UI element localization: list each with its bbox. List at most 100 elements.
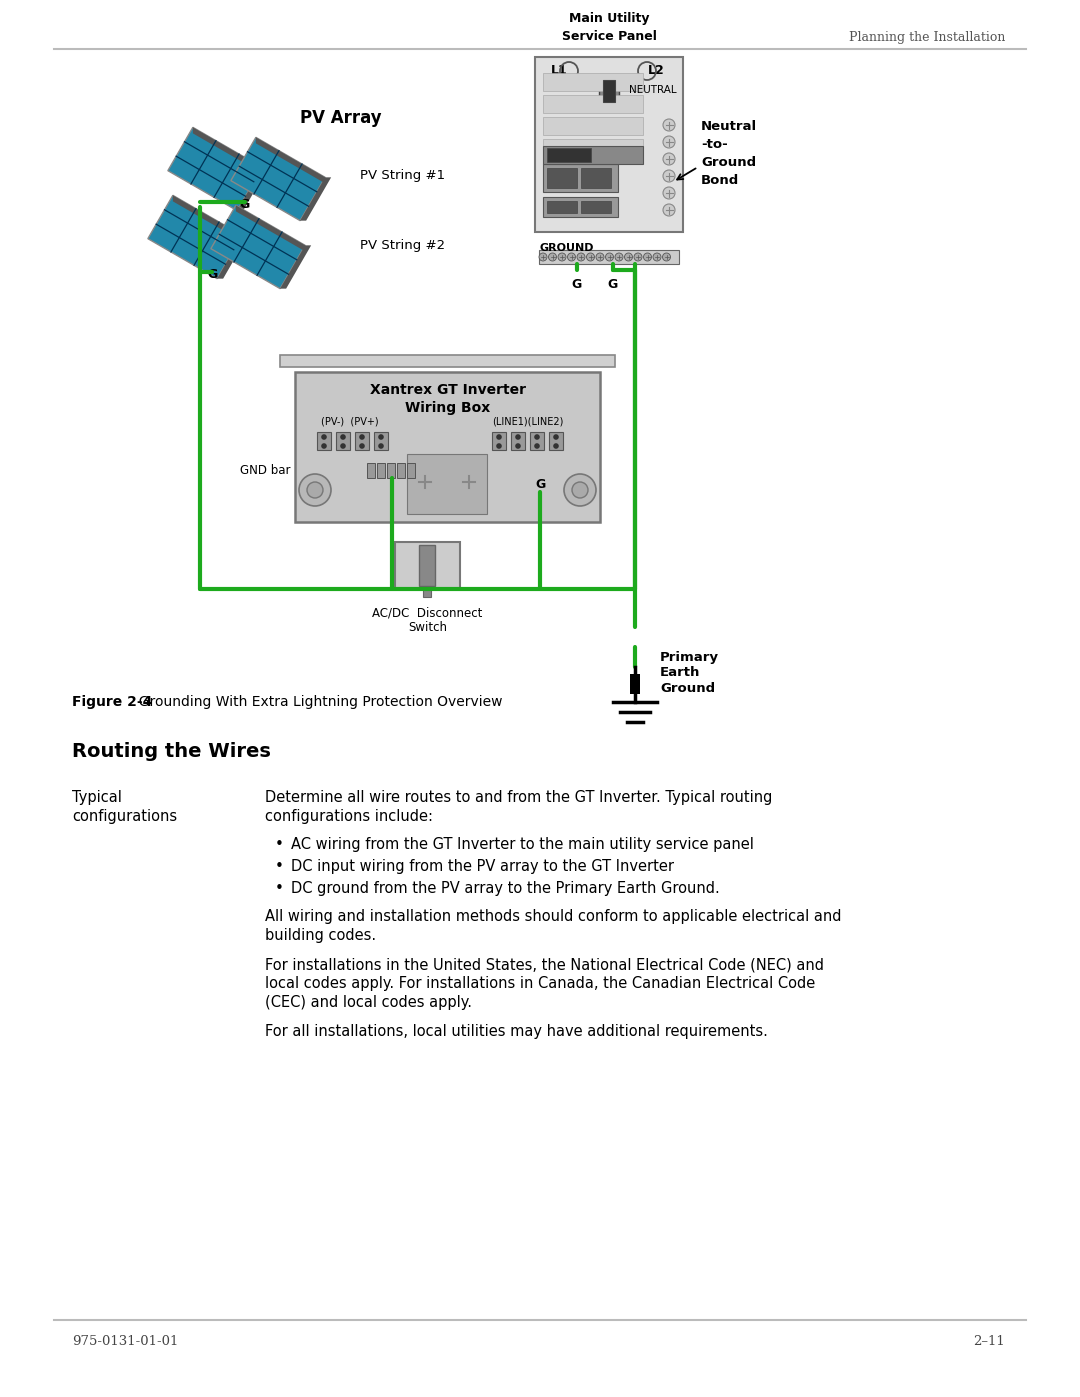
Bar	[407, 462, 415, 478]
Bar	[543, 197, 618, 217]
Text: GROUND: GROUND	[539, 243, 594, 253]
Text: Primary: Primary	[660, 651, 719, 664]
Text: PV String #1: PV String #1	[360, 169, 445, 182]
Circle shape	[663, 119, 675, 131]
Polygon shape	[238, 168, 268, 211]
Bar	[395, 542, 460, 590]
Bar	[543, 117, 643, 136]
Bar	[543, 147, 643, 163]
Text: Xantrex GT Inverter: Xantrex GT Inverter	[369, 383, 526, 397]
Polygon shape	[217, 235, 248, 278]
Bar	[336, 432, 350, 450]
Bar	[355, 432, 369, 450]
Text: L1: L1	[551, 64, 568, 77]
Text: Main Utility: Main Utility	[569, 13, 649, 25]
Bar	[535, 57, 683, 232]
Text: AC wiring from the GT Inverter to the main utility service panel: AC wiring from the GT Inverter to the ma…	[291, 837, 754, 852]
Text: G: G	[572, 278, 582, 291]
Text: (LINE1)(LINE2): (LINE1)(LINE2)	[492, 416, 564, 426]
Text: Switch: Switch	[408, 622, 447, 634]
Circle shape	[496, 434, 502, 440]
Bar	[630, 685, 640, 694]
Bar	[543, 163, 618, 191]
Bar	[318, 432, 330, 450]
Text: (CEC) and local codes apply.: (CEC) and local codes apply.	[265, 995, 472, 1010]
Bar	[543, 138, 643, 156]
Bar	[581, 201, 611, 212]
Circle shape	[662, 253, 671, 261]
Polygon shape	[256, 137, 325, 183]
Polygon shape	[148, 196, 242, 278]
Bar	[295, 372, 600, 522]
Text: Earth: Earth	[660, 666, 700, 679]
Text: Ground: Ground	[701, 155, 756, 169]
Bar	[377, 462, 384, 478]
Bar	[374, 432, 388, 450]
Circle shape	[340, 434, 346, 440]
Circle shape	[340, 443, 346, 448]
Bar	[543, 95, 643, 113]
Bar	[419, 545, 435, 585]
Text: GND bar: GND bar	[241, 464, 291, 476]
Text: building codes.: building codes.	[265, 928, 376, 943]
Text: Ground: Ground	[660, 683, 715, 696]
Polygon shape	[193, 127, 262, 173]
Text: For all installations, local utilities may have additional requirements.: For all installations, local utilities m…	[265, 1024, 768, 1039]
Text: Service Panel: Service Panel	[562, 29, 657, 43]
Circle shape	[615, 253, 623, 261]
Text: -to-: -to-	[701, 137, 728, 151]
Circle shape	[663, 204, 675, 217]
Circle shape	[360, 443, 365, 448]
Circle shape	[553, 443, 558, 448]
Text: configurations: configurations	[72, 809, 177, 824]
Bar	[387, 462, 395, 478]
Circle shape	[535, 443, 540, 448]
Bar	[530, 432, 544, 450]
Circle shape	[535, 434, 540, 440]
Circle shape	[360, 434, 365, 440]
Polygon shape	[280, 246, 311, 289]
Text: (PV-)  (PV+): (PV-) (PV+)	[321, 416, 379, 426]
Bar	[549, 432, 563, 450]
Bar	[280, 355, 615, 367]
Text: configurations include:: configurations include:	[265, 809, 433, 824]
Circle shape	[299, 474, 330, 506]
Circle shape	[663, 170, 675, 182]
Circle shape	[624, 253, 633, 261]
Bar	[581, 168, 611, 189]
Circle shape	[307, 482, 323, 497]
Text: Grounding With Extra Lightning Protection Overview: Grounding With Extra Lightning Protectio…	[130, 694, 502, 710]
Bar	[546, 168, 577, 189]
Bar	[630, 673, 640, 685]
Text: DC ground from the PV array to the Primary Earth Ground.: DC ground from the PV array to the Prima…	[291, 882, 719, 895]
Circle shape	[515, 434, 521, 440]
Text: •: •	[275, 882, 284, 895]
Text: All wiring and installation methods should conform to applicable electrical and: All wiring and installation methods shou…	[265, 909, 841, 923]
Circle shape	[663, 136, 675, 148]
Circle shape	[539, 253, 546, 261]
Text: local codes apply. For installations in Canada, the Canadian Electrical Code: local codes apply. For installations in …	[265, 977, 815, 990]
Text: •: •	[275, 859, 284, 875]
Text: G: G	[608, 278, 618, 291]
Text: For installations in the United States, the National Electrical Code (NEC) and: For installations in the United States, …	[265, 957, 824, 972]
Text: NEUTRAL: NEUTRAL	[629, 85, 677, 95]
Circle shape	[321, 434, 327, 440]
Circle shape	[496, 443, 502, 448]
Text: G: G	[240, 197, 251, 211]
Text: AC/DC  Disconnect: AC/DC Disconnect	[373, 608, 483, 620]
Bar	[546, 148, 591, 162]
Text: Determine all wire routes to and from the GT Inverter. Typical routing: Determine all wire routes to and from th…	[265, 789, 772, 805]
Circle shape	[558, 253, 566, 261]
Bar	[539, 250, 679, 264]
Circle shape	[321, 443, 327, 448]
Text: Neutral: Neutral	[701, 120, 757, 133]
Text: Wiring Box: Wiring Box	[405, 401, 490, 415]
Circle shape	[606, 253, 613, 261]
Circle shape	[549, 253, 556, 261]
Text: Bond: Bond	[701, 173, 739, 187]
Polygon shape	[167, 127, 262, 211]
Circle shape	[564, 474, 596, 506]
Circle shape	[572, 482, 588, 497]
Polygon shape	[211, 205, 306, 289]
Circle shape	[553, 434, 558, 440]
